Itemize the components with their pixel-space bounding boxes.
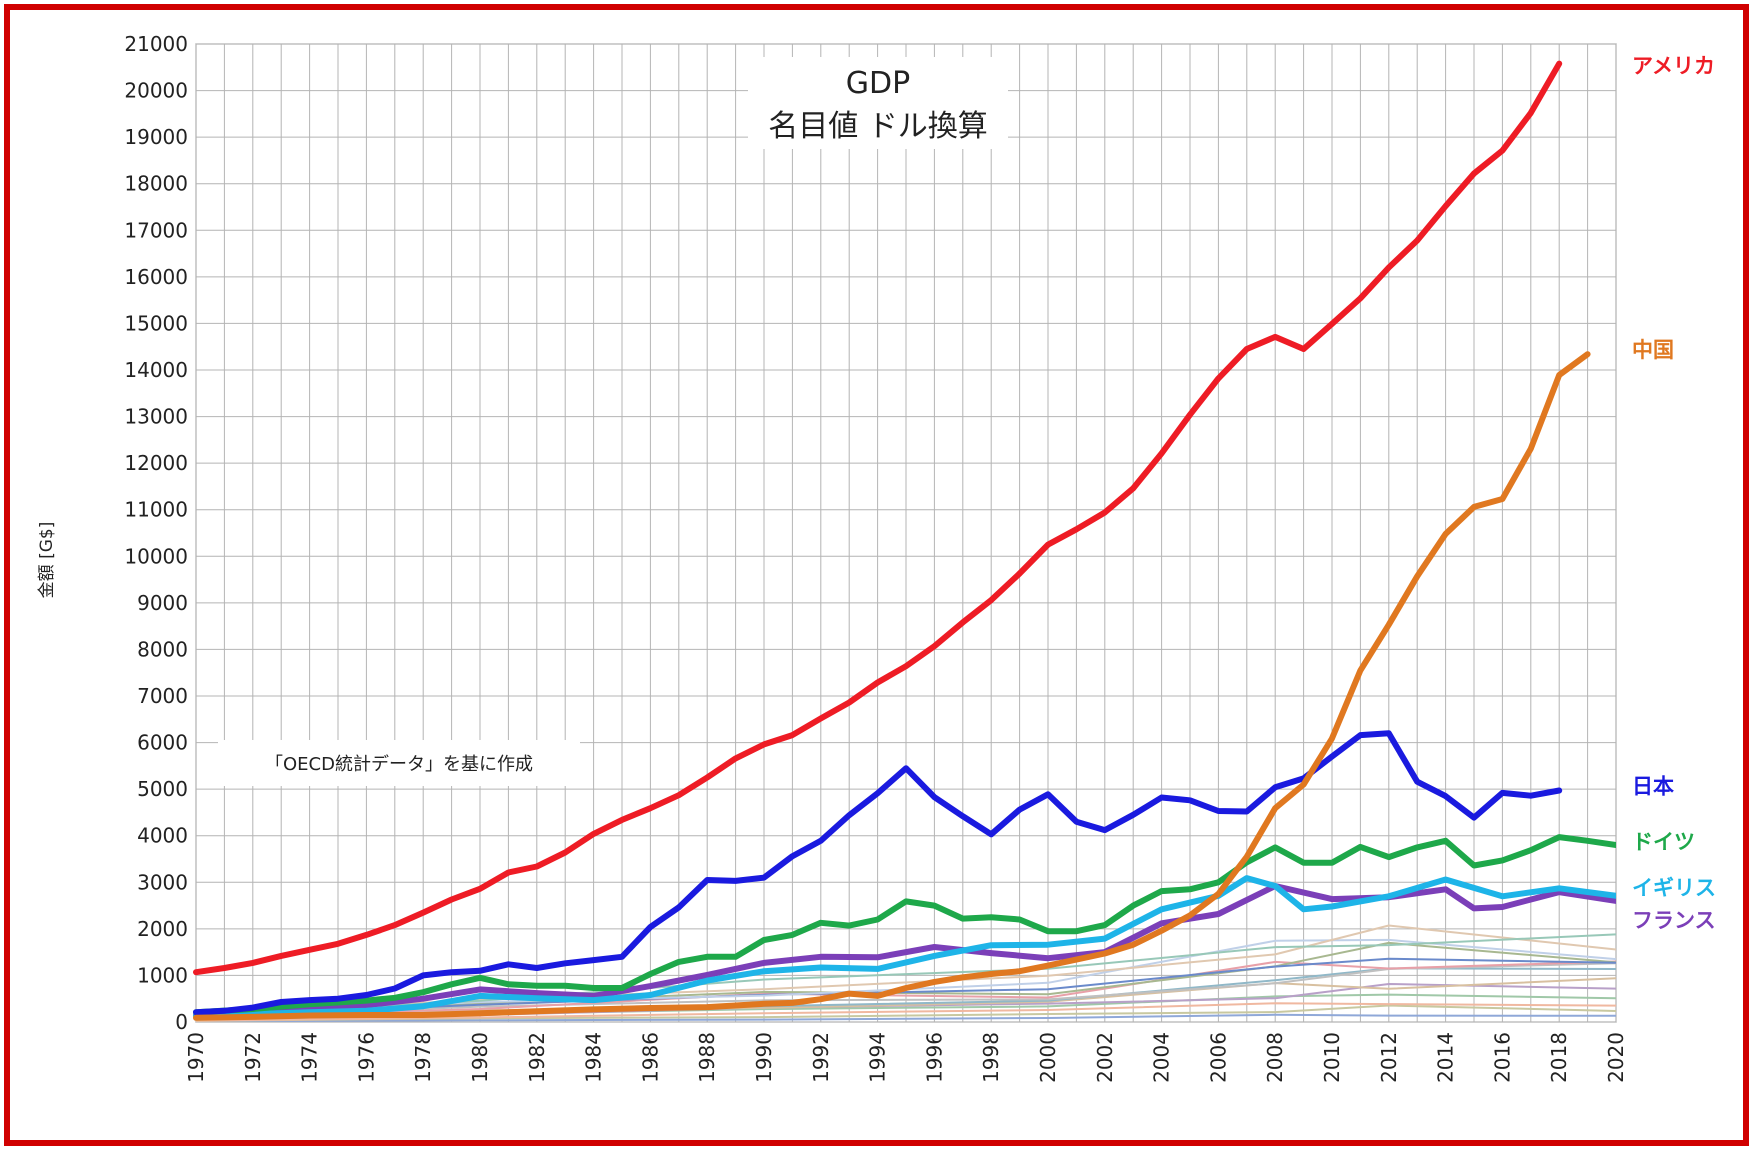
x-tick-label: 1980 — [468, 1032, 492, 1083]
y-tick-label: 17000 — [124, 218, 188, 242]
x-tick-label: 1972 — [241, 1032, 265, 1083]
series-lines — [193, 60, 1616, 1021]
y-tick-label: 15000 — [124, 311, 188, 335]
y-tick-label: 21000 — [124, 32, 188, 56]
x-tick-label: 1970 — [184, 1032, 208, 1083]
y-tick-label: 11000 — [124, 498, 188, 522]
x-tick-label: 1978 — [411, 1032, 435, 1083]
source-note-box: 「OECD統計データ」を基に作成 — [218, 740, 580, 786]
x-axis-ticks: 1970 1972 1974 1976 1978 1980 1982 1984 1986 1988… — [184, 1032, 1628, 1083]
minor-country-line — [195, 933, 1616, 1018]
y-tick-label: 18000 — [124, 172, 188, 196]
chart-title: GDP — [846, 66, 910, 101]
x-tick-label: 1984 — [582, 1032, 606, 1083]
series-label: アメリカ — [1632, 54, 1715, 78]
series-line-ドイツ — [193, 834, 1616, 1016]
y-tick-label: 16000 — [124, 265, 188, 289]
minor-country-line — [195, 1002, 1616, 1022]
minor-country-line — [195, 957, 1616, 1018]
source-note: 「OECD統計データ」を基に作成 — [265, 754, 533, 775]
x-tick-label: 1974 — [298, 1032, 322, 1083]
x-tick-label: 2008 — [1263, 1032, 1287, 1083]
x-tick-label: 1988 — [695, 1032, 719, 1083]
y-tick-label: 2000 — [137, 917, 188, 941]
x-tick-label: 2010 — [1320, 1032, 1344, 1083]
y-tick-label: 1000 — [137, 963, 188, 987]
x-tick-label: 1992 — [809, 1032, 833, 1083]
y-tick-label: 8000 — [137, 637, 188, 661]
x-tick-label: 1994 — [866, 1032, 890, 1083]
x-tick-label: 2018 — [1547, 1032, 1571, 1083]
x-tick-label: 2000 — [1036, 1032, 1060, 1083]
series-label: フランス — [1632, 909, 1716, 933]
y-tick-label: 0 — [175, 1010, 188, 1034]
x-tick-label: 1986 — [638, 1032, 662, 1083]
x-tick-label: 2020 — [1604, 1032, 1628, 1083]
y-tick-label: 6000 — [137, 731, 188, 755]
x-tick-label: 1998 — [979, 1032, 1003, 1083]
x-tick-label: 1996 — [922, 1032, 946, 1083]
series-line-フランス — [193, 883, 1616, 1018]
x-tick-label: 2002 — [1093, 1032, 1117, 1083]
x-tick-label: 2006 — [1206, 1032, 1230, 1083]
series-line-アメリカ — [193, 60, 1563, 976]
minor-country-lines — [195, 924, 1616, 1022]
series-label: 中国 — [1632, 338, 1674, 362]
y-axis-label: 金額 [G$] — [37, 522, 57, 599]
y-tick-label: 4000 — [137, 824, 188, 848]
x-tick-label: 1982 — [525, 1032, 549, 1083]
series-line-日本 — [193, 730, 1563, 1016]
y-axis-ticks: 0 1000 2000 3000 4000 5000 6000 7000 8000 9000 100… — [124, 32, 188, 1034]
x-tick-label: 1976 — [354, 1032, 378, 1083]
x-tick-label: 1990 — [752, 1032, 776, 1083]
y-tick-label: 5000 — [137, 777, 188, 801]
y-tick-label: 19000 — [124, 125, 188, 149]
x-tick-label: 2016 — [1490, 1032, 1514, 1083]
series-label: ドイツ — [1632, 830, 1695, 854]
series-line-イギリス — [193, 875, 1616, 1019]
y-tick-label: 20000 — [124, 79, 188, 103]
chart-subtitle: 名目値 ドル換算 — [768, 109, 988, 144]
series-line-中国 — [193, 351, 1591, 1021]
y-tick-label: 10000 — [124, 544, 188, 568]
y-tick-label: 13000 — [124, 405, 188, 429]
series-label: イギリス — [1632, 876, 1716, 900]
y-tick-label: 7000 — [137, 684, 188, 708]
minor-country-line — [195, 960, 1616, 1019]
minor-country-line — [195, 924, 1616, 1017]
y-tick-label: 12000 — [124, 451, 188, 475]
x-tick-label: 2014 — [1434, 1032, 1458, 1083]
y-tick-label: 9000 — [137, 591, 188, 615]
x-tick-label: 2012 — [1377, 1032, 1401, 1083]
grid — [195, 43, 1617, 1023]
x-tick-label: 2004 — [1150, 1032, 1174, 1083]
y-tick-label: 14000 — [124, 358, 188, 382]
minor-country-line — [195, 1013, 1616, 1022]
minor-country-line — [195, 938, 1616, 1016]
y-tick-label: 3000 — [137, 870, 188, 894]
title-box: GDP 名目値 ドル換算 — [748, 57, 1008, 149]
series-label: 日本 — [1632, 774, 1674, 798]
